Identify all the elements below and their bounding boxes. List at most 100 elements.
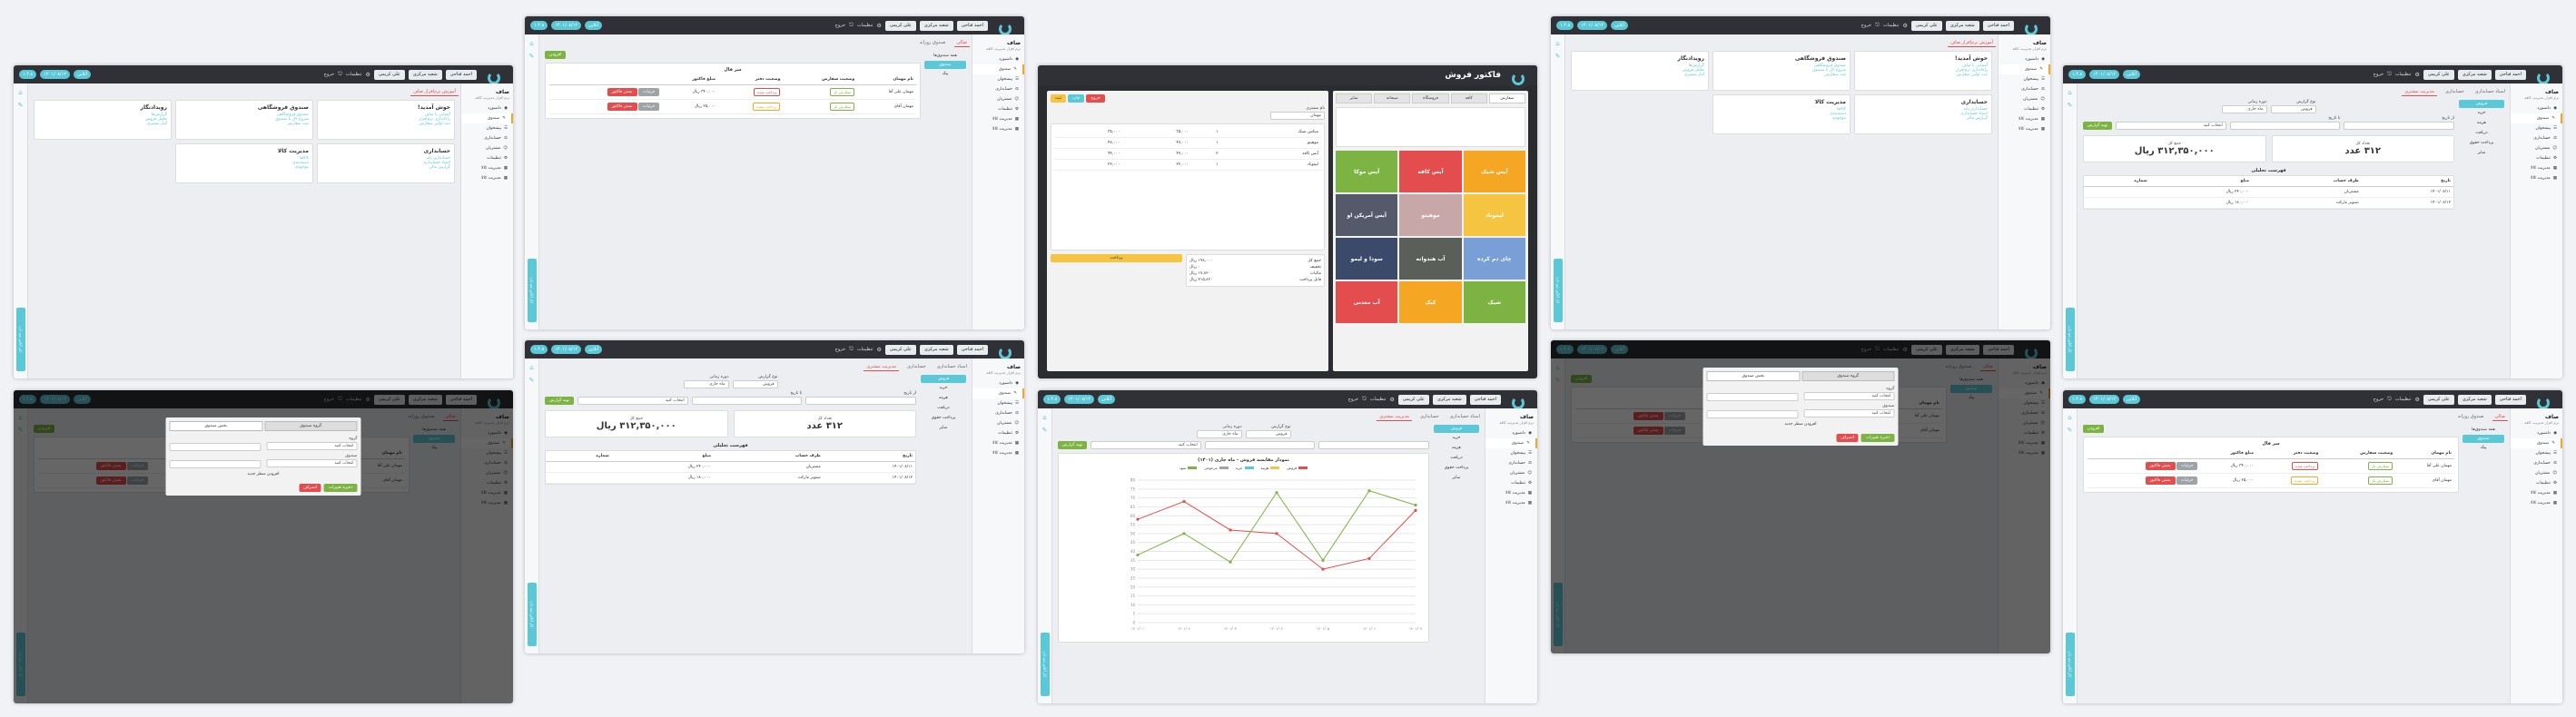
- data-point[interactable]: [1275, 491, 1278, 495]
- home-icon[interactable]: ⌂: [18, 89, 23, 96]
- settings-link[interactable]: تنظیمات: [345, 72, 362, 77]
- product-tile[interactable]: آیس موکا: [1336, 151, 1398, 192]
- sidebar-item[interactable]: ☺مشتریان: [2511, 468, 2562, 478]
- card-link[interactable]: ثبت اولین سفارش: [1956, 73, 1988, 77]
- to-input[interactable]: [2229, 122, 2341, 130]
- sidebar-item[interactable]: ☰پیشخوان: [2511, 448, 2562, 458]
- guide-card[interactable]: حسابداری حسابداری پایه اسناد حسابداری گزارش…: [317, 143, 455, 183]
- branch-select[interactable]: شعبه مرکزی: [2457, 69, 2492, 80]
- account-select[interactable]: انتخاب کنید: [2116, 122, 2226, 130]
- sidebar-item[interactable]: ✎صندوق: [972, 64, 1024, 74]
- period-select[interactable]: ماه جاری: [1196, 430, 1242, 438]
- tab[interactable]: اسناد حسابداری: [2474, 89, 2505, 94]
- home-icon[interactable]: ⌂: [529, 364, 534, 371]
- order-row[interactable]: موهیتو ۱ ۴۷,۰۰۰ ۴۷,۰۰۰: [1054, 137, 1321, 149]
- sidebar-item[interactable]: ✎صندوق: [972, 388, 1024, 398]
- sidebar-item[interactable]: ◉داشبورد: [2511, 103, 2562, 113]
- gear-icon[interactable]: ⚙: [876, 346, 882, 353]
- exit-link[interactable]: خروج: [834, 347, 846, 352]
- product-tile[interactable]: سودا و لیمو: [1336, 238, 1398, 280]
- product-tab[interactable]: سایر: [1335, 93, 1373, 103]
- online-team-button[interactable]: کار آنلاین تیم دارد: [2066, 633, 2075, 696]
- add-row-link[interactable]: افزودن سطر جدید: [1784, 422, 1817, 427]
- modal-tab[interactable]: بخش صندوق: [1706, 371, 1800, 381]
- close-invoice-button[interactable]: بستن فاکتور: [2145, 462, 2176, 470]
- pin-icon[interactable]: ✎: [2067, 427, 2073, 434]
- exit-icon[interactable]: ⎋: [2387, 396, 2392, 402]
- sidebar-item[interactable]: ▦مدیریت کالا: [972, 114, 1024, 124]
- exit-icon[interactable]: ⎋: [1362, 396, 1367, 402]
- add-button[interactable]: افزودن: [2083, 425, 2105, 433]
- card-link[interactable]: اسناد حسابداری: [423, 161, 450, 165]
- data-point[interactable]: [1367, 489, 1371, 493]
- report-type-item[interactable]: خرید: [1452, 436, 1461, 440]
- sidebar-item[interactable]: ☰پیشخوان: [972, 398, 1024, 408]
- card-link[interactable]: حسابداری پایه: [1963, 107, 1988, 112]
- exit-icon[interactable]: ⎋: [849, 346, 854, 352]
- type-select[interactable]: فروش: [1245, 430, 1291, 438]
- pos-action-button[interactable]: خروج: [1086, 94, 1105, 103]
- register-tab[interactable]: همه صندوق‌ها: [2472, 427, 2495, 432]
- online-team-button[interactable]: کار آنلاین تیم دارد: [528, 259, 537, 322]
- sidebar-item[interactable]: ▦مدیریت کالا: [1485, 498, 1537, 508]
- order-row[interactable]: میکس شیک ۱ ۳۵,۰۰۰ ۳۵,۰۰۰: [1054, 127, 1321, 138]
- group-select[interactable]: انتخاب کنید: [1803, 392, 1895, 400]
- report-type-item[interactable]: هزینه: [939, 396, 948, 400]
- cancel-button[interactable]: انصراف: [1836, 434, 1859, 442]
- modal-tab[interactable]: گروه صندوق: [264, 421, 358, 431]
- details-button[interactable]: جزئیات: [2176, 462, 2198, 470]
- sidebar-item[interactable]: ⚙تنظیمات: [461, 153, 513, 163]
- sidebar-item[interactable]: ⚙تنظیمات: [972, 428, 1024, 438]
- gear-icon[interactable]: ⚙: [876, 22, 882, 29]
- guide-card[interactable]: رویدادنگار گزارش‌ها تحلیل فروش آمار مشتری: [1571, 51, 1709, 91]
- data-point[interactable]: [1275, 532, 1278, 535]
- sidebar-item[interactable]: ▦مدیریت کالا: [2511, 163, 2562, 173]
- sidebar-item[interactable]: ⚖حسابداری: [2511, 458, 2562, 468]
- sidebar-item[interactable]: ▦مدیریت کالا: [1999, 124, 2050, 134]
- sidebar-item[interactable]: ⚙تنظیمات: [972, 104, 1024, 114]
- sidebar-item[interactable]: ◉داشبورد: [972, 378, 1024, 388]
- sidebar-item[interactable]: ▦مدیریت کالا: [2511, 173, 2562, 183]
- sidebar-item[interactable]: ▦مدیریت کالا: [461, 173, 513, 183]
- pin-icon[interactable]: ✎: [17, 102, 24, 109]
- sidebar-item[interactable]: ✎صندوق: [461, 113, 513, 123]
- card-link[interactable]: ثبت سفارش: [287, 122, 309, 126]
- data-point[interactable]: [1229, 560, 1232, 564]
- pin-icon[interactable]: ✎: [528, 377, 535, 384]
- report-type-item[interactable]: فروش: [1434, 425, 1479, 433]
- sidebar-item[interactable]: ☰پیشخوان: [1485, 448, 1537, 458]
- sidebar-item[interactable]: ☺مشتریان: [461, 143, 513, 153]
- sidebar-item[interactable]: ☺مشتریان: [972, 94, 1024, 104]
- tab[interactable]: مدیریت مشتری: [2402, 88, 2437, 96]
- exit-link[interactable]: خروج: [323, 72, 335, 77]
- product-tab[interactable]: صبحانه: [1374, 93, 1411, 103]
- guide-card[interactable]: صندوق فروشگاهی صندوق فروشگاهی شروع کار با …: [175, 100, 313, 140]
- online-team-button[interactable]: کار آنلاین تیم دارد: [1554, 259, 1563, 322]
- account-select[interactable]: انتخاب کنید: [1091, 441, 1201, 449]
- settings-link[interactable]: تنظیمات: [1369, 397, 1387, 402]
- pin-icon[interactable]: ✎: [1554, 53, 1561, 60]
- card-link[interactable]: ثبت سفارش: [1824, 73, 1846, 77]
- card-link[interactable]: صندوق فروشگاهی: [1813, 64, 1846, 68]
- gear-icon[interactable]: ⚙: [2414, 71, 2420, 78]
- user-menu[interactable]: علی کریمی: [1910, 20, 1942, 31]
- aux-input[interactable]: [169, 443, 261, 451]
- product-tab[interactable]: کافه: [1450, 93, 1487, 103]
- card-link[interactable]: آشنایی با صاف: [1961, 64, 1988, 68]
- report-type-item[interactable]: سایر: [939, 426, 948, 430]
- home-icon[interactable]: ⌂: [1555, 40, 1560, 47]
- data-point[interactable]: [1182, 532, 1186, 535]
- branch-select[interactable]: شعبه مرکزی: [919, 344, 953, 355]
- to-input[interactable]: [1204, 441, 1316, 449]
- settings-link[interactable]: تنظیمات: [2394, 72, 2412, 77]
- card-link[interactable]: گزارش‌ها: [151, 113, 167, 117]
- company-button[interactable]: احمد فتاحی: [2494, 69, 2526, 80]
- guide-card[interactable]: صندوق فروشگاهی صندوق فروشگاهی شروع کار با …: [1712, 51, 1851, 91]
- report-type-item[interactable]: پرداخت حقوق: [931, 416, 956, 420]
- card-link[interactable]: موجودی: [294, 165, 309, 170]
- customer-input[interactable]: مهمان: [1270, 112, 1325, 120]
- details-button[interactable]: جزئیات: [637, 103, 660, 111]
- guide-card[interactable]: مدیریت کالا کالاها دسته‌بندی موجودی: [175, 143, 313, 183]
- company-button[interactable]: احمد فتاحی: [1469, 394, 1501, 405]
- sidebar-item[interactable]: ▦مدیریت کالا: [2511, 498, 2562, 508]
